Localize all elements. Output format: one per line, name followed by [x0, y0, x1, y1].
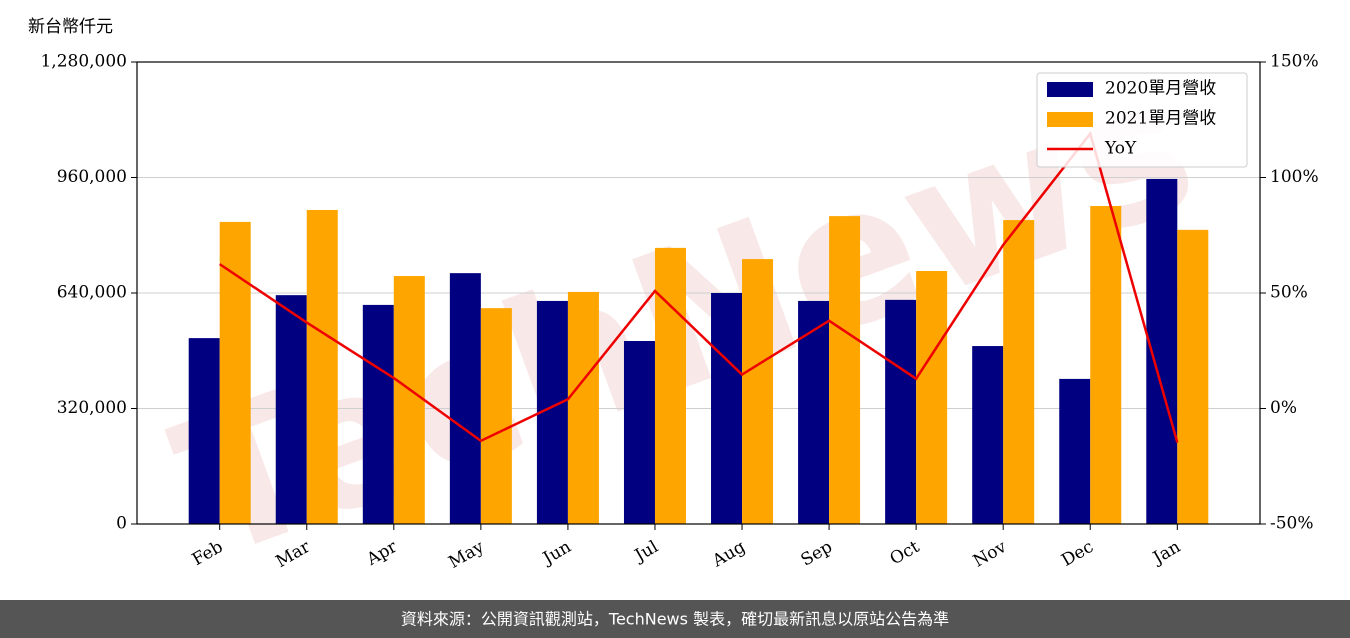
bar	[449, 273, 481, 524]
bar	[480, 308, 512, 524]
y-tick-label: 0	[116, 514, 127, 534]
bar	[798, 300, 830, 524]
bar	[362, 304, 394, 524]
x-tick-label: Sep	[798, 537, 836, 571]
bar	[742, 259, 774, 524]
y2-tick-label: 150%	[1270, 52, 1319, 72]
y-tick-label: 640,000	[57, 283, 127, 303]
bar	[885, 299, 917, 524]
footer: 資料來源：公開資訊觀測站，TechNews 製表，確切最新訊息以原站公告為準	[401, 610, 949, 629]
bar	[916, 270, 948, 524]
bar	[972, 346, 1004, 524]
bar	[1059, 378, 1091, 524]
bar	[275, 295, 307, 524]
plot-frame	[136, 61, 1261, 525]
y-tick-label: 960,000	[57, 167, 127, 187]
y2-tick-label: -50%	[1270, 514, 1314, 534]
bar	[219, 221, 251, 524]
x-tick-label: Oct	[887, 537, 923, 570]
x-tick-label: Jan	[1148, 537, 1184, 569]
y2-tick-label: 50%	[1270, 283, 1308, 303]
line	[219, 130, 1179, 443]
bar	[306, 209, 338, 524]
x-tick-label: Dec	[1058, 537, 1097, 571]
y-axis-label: 新台幣仟元	[28, 17, 113, 37]
footer-band	[0, 600, 1350, 638]
x-tick-label: May	[445, 537, 488, 573]
legend-label: YoY	[1104, 139, 1137, 159]
bar	[393, 276, 425, 524]
bar	[1177, 229, 1209, 524]
bar	[711, 293, 743, 524]
x-tick-label: Nov	[970, 537, 1010, 572]
legend-label: 2021單月營收	[1105, 109, 1216, 129]
bar	[1090, 206, 1122, 524]
bar	[188, 338, 220, 524]
x-tick-label: Jul	[630, 537, 662, 567]
y-tick-label: 320,000	[57, 398, 127, 418]
bar	[829, 216, 861, 525]
bar	[654, 247, 686, 524]
bar	[567, 291, 599, 524]
legend-label: 2020單月營收	[1105, 79, 1216, 99]
legend-swatch	[1047, 112, 1093, 127]
x-tick-label: Aug	[708, 537, 749, 572]
x-tick-label: Jun	[538, 537, 575, 570]
y2-tick-label: 100%	[1270, 167, 1319, 187]
legend-swatch	[1047, 82, 1093, 97]
bar	[623, 341, 655, 524]
y-tick-label: 1,280,000	[40, 52, 127, 72]
y2-tick-label: 0%	[1270, 398, 1297, 418]
bar	[1003, 220, 1035, 524]
